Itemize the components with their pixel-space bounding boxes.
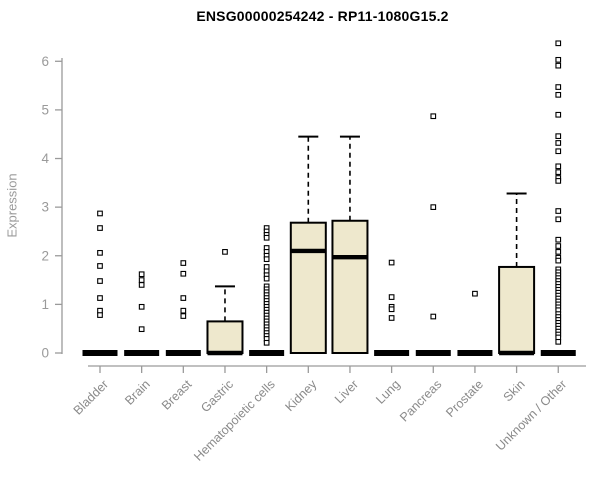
x-category-label: Prostate xyxy=(443,377,486,420)
collapsed-box xyxy=(540,350,576,356)
outlier-point xyxy=(388,315,395,321)
chart-title: ENSG00000254242 - RP11-1080G15.2 xyxy=(196,8,449,24)
outlier-point xyxy=(97,225,103,231)
outlier-point xyxy=(263,275,270,282)
outlier-point xyxy=(222,249,228,255)
box xyxy=(206,320,244,355)
x-category-label: Breast xyxy=(159,377,195,413)
outlier-point xyxy=(138,282,145,288)
y-tick-label: 0 xyxy=(41,346,49,361)
collapsed-box xyxy=(124,350,160,356)
outlier-point xyxy=(97,263,103,269)
x-category-label: Lung xyxy=(373,377,403,407)
outlier-point xyxy=(138,326,145,333)
outlier-point xyxy=(555,84,562,90)
x-category-label: Liver xyxy=(332,377,361,406)
x-category-label: Kidney xyxy=(282,377,319,414)
outlier-point xyxy=(388,294,395,300)
outlier-point xyxy=(97,295,103,301)
outlier-point xyxy=(97,278,103,284)
collapsed-box xyxy=(82,350,118,356)
outlier-point xyxy=(138,277,145,283)
outlier-point xyxy=(555,56,562,63)
outlier-point xyxy=(138,271,145,278)
x-category-label: Pancreas xyxy=(397,377,444,424)
x-category-label: Unknown / Other xyxy=(493,377,569,453)
box xyxy=(289,221,327,354)
y-tick-label: 4 xyxy=(41,151,49,166)
outlier-point xyxy=(97,312,103,318)
outlier-point xyxy=(180,295,187,301)
outlier-point xyxy=(555,140,562,146)
outlier-point xyxy=(555,169,562,175)
outlier-point xyxy=(472,290,478,297)
y-tick-label: 3 xyxy=(41,200,49,215)
collapsed-box xyxy=(374,350,410,356)
outlier-point xyxy=(555,133,562,140)
outlier-point xyxy=(430,113,437,120)
outlier-point xyxy=(388,306,395,313)
outlier-point xyxy=(555,148,562,155)
outlier-point xyxy=(555,111,562,118)
outlier-point xyxy=(555,216,562,223)
collapsed-box xyxy=(457,350,493,356)
collapsed-box xyxy=(165,350,201,356)
outlier-point xyxy=(555,249,562,255)
outlier-point xyxy=(263,256,270,263)
y-tick-label: 5 xyxy=(41,102,49,117)
outlier-point xyxy=(555,40,562,47)
y-tick-label: 1 xyxy=(41,297,49,312)
outlier-point xyxy=(138,303,145,310)
outlier-point xyxy=(97,249,103,256)
outlier-point xyxy=(555,163,562,170)
outlier-point xyxy=(388,259,395,266)
x-category-label: Bladder xyxy=(71,377,111,417)
outlier-point xyxy=(97,210,103,217)
x-category-label: Hematopoietic cells xyxy=(191,377,278,464)
collapsed-box xyxy=(415,350,451,356)
outlier-point xyxy=(555,208,562,214)
outlier-point xyxy=(555,236,562,243)
y-tick-label: 2 xyxy=(41,248,49,263)
x-category-label: Gastric xyxy=(198,377,236,415)
outlier-point xyxy=(180,307,187,314)
outlier-point xyxy=(430,204,437,210)
outlier-point xyxy=(180,313,187,319)
outlier-point xyxy=(555,62,562,69)
x-category-label: Skin xyxy=(501,377,528,404)
x-category-label: Brain xyxy=(122,377,153,408)
outlier-point xyxy=(555,338,562,345)
outlier-point xyxy=(555,257,562,264)
outlier-point xyxy=(555,91,562,98)
y-tick-label: 6 xyxy=(41,54,49,69)
outlier-point xyxy=(263,339,270,346)
box xyxy=(498,265,536,354)
collapsed-box xyxy=(249,350,285,356)
box xyxy=(331,219,369,354)
outlier-point xyxy=(180,260,187,266)
outlier-point xyxy=(430,313,437,320)
outlier-point xyxy=(263,234,270,241)
outlier-point xyxy=(555,178,562,184)
outlier-point xyxy=(555,243,562,249)
outlier-point xyxy=(180,270,187,277)
